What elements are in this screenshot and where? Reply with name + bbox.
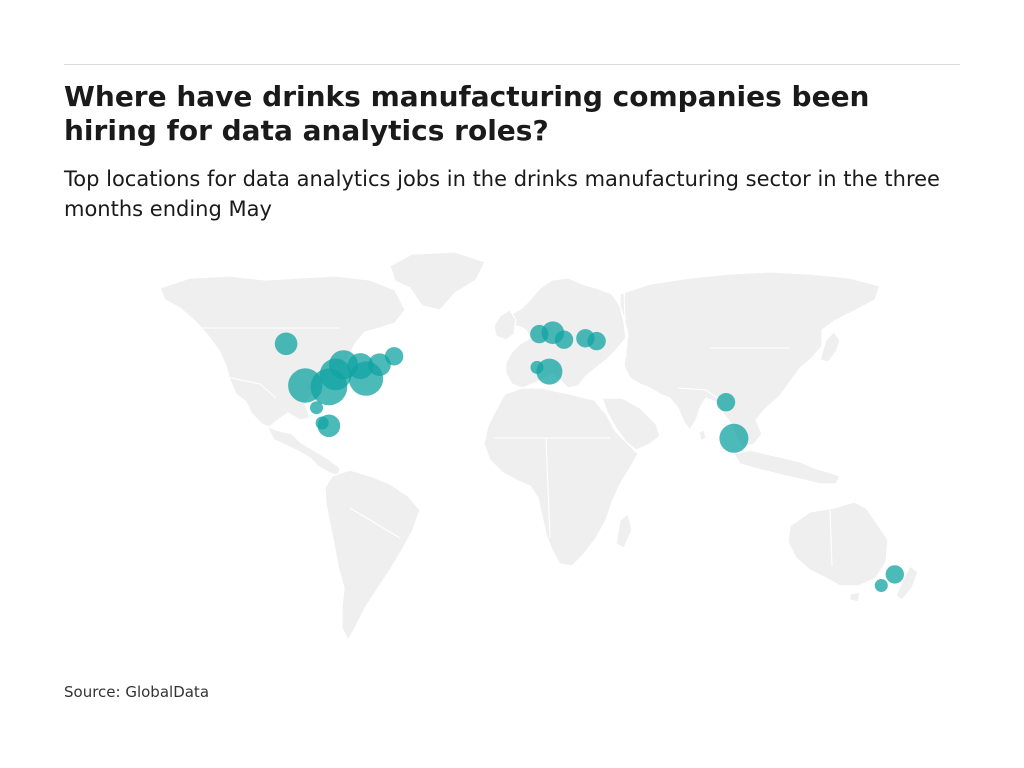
bubble-southern-australia bbox=[874, 579, 888, 592]
bubble-western-mexico bbox=[315, 416, 329, 430]
bubble-eastern-australia bbox=[885, 565, 904, 584]
border-europe-asia bbox=[623, 287, 627, 359]
bubble-ireland bbox=[530, 324, 549, 344]
land-tasmania bbox=[849, 591, 861, 603]
bubble-northern-india bbox=[716, 393, 736, 412]
bubble-northern-mexico bbox=[310, 401, 323, 415]
bubble-new-england bbox=[384, 347, 404, 366]
land-africa bbox=[483, 387, 639, 567]
bubble-poland bbox=[587, 331, 606, 351]
land-north-america bbox=[159, 275, 406, 477]
land-sri-lanka bbox=[698, 429, 707, 442]
border-us-mexico bbox=[221, 375, 277, 399]
bubble-us-great-lakes bbox=[347, 353, 374, 380]
world-map bbox=[159, 251, 919, 642]
bubble-us-northeast bbox=[368, 353, 391, 376]
bubble-portugal bbox=[530, 360, 544, 374]
land-south-america bbox=[324, 469, 421, 642]
land-australia bbox=[787, 501, 889, 587]
land-indonesia bbox=[733, 449, 841, 485]
land-arabia bbox=[601, 397, 661, 451]
landmasses bbox=[159, 251, 919, 642]
land-japan bbox=[819, 331, 841, 363]
land-madagascar bbox=[615, 512, 633, 549]
source-note: Source: GlobalData bbox=[64, 683, 210, 701]
land-british-isles bbox=[493, 309, 517, 341]
land-asia bbox=[619, 271, 881, 449]
top-divider bbox=[64, 64, 960, 65]
chart-subtitle: Top locations for data analytics jobs in… bbox=[64, 167, 940, 221]
bubble-western-canada bbox=[274, 332, 298, 356]
border-india bbox=[677, 387, 721, 401]
land-new-zealand bbox=[895, 565, 919, 601]
bubble-southern-india bbox=[719, 423, 749, 453]
border-australia bbox=[829, 509, 833, 567]
chart-title: Where have drinks manufacturing companie… bbox=[64, 80, 870, 147]
bubble-belgium-netherlands bbox=[554, 330, 574, 349]
border-south-america bbox=[349, 507, 401, 539]
land-greenland bbox=[389, 251, 486, 311]
country-borders bbox=[190, 287, 833, 567]
border-africa-central bbox=[545, 437, 551, 539]
bubble-us-southwest bbox=[288, 368, 323, 403]
hiring-location-bubbles bbox=[274, 321, 904, 592]
